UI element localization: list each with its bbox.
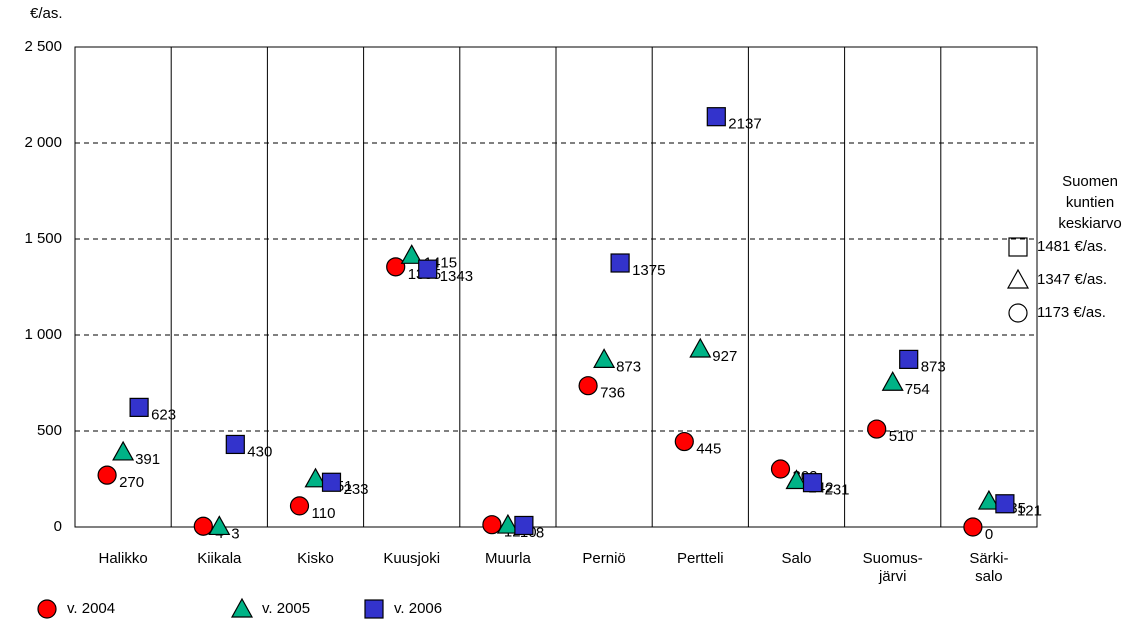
reference-title: kuntien: [1066, 194, 1114, 211]
data-point: [112, 440, 135, 461]
legend-marker: [364, 599, 384, 619]
x-tick-label: Kuusjoki: [383, 550, 440, 567]
data-label: 8: [536, 524, 544, 541]
y-tick-label: 0: [54, 518, 62, 535]
data-label: 430: [247, 443, 272, 460]
data-point: [386, 257, 406, 277]
data-point: [400, 244, 423, 264]
data-label: 510: [889, 428, 914, 445]
y-tick-label: 1 500: [24, 230, 62, 247]
data-label: 233: [344, 481, 369, 498]
y-tick-label: 2 000: [24, 134, 62, 151]
x-tick-label: Kiikala: [197, 550, 242, 567]
x-tick-label: Perniö: [582, 550, 625, 567]
data-point: [867, 419, 887, 439]
reference-item: 1481 €/as.: [1037, 238, 1107, 255]
data-point: [225, 434, 245, 455]
data-label: 2137: [728, 116, 761, 133]
legend-label: v. 2004: [67, 600, 115, 617]
data-label: 110: [312, 505, 336, 522]
data-point: [881, 370, 904, 391]
legend-marker: [230, 597, 254, 618]
data-point: [321, 472, 342, 492]
data-point: [304, 467, 327, 488]
data-label: 3: [231, 525, 239, 542]
data-point: [977, 489, 1000, 510]
data-label: 754: [905, 381, 930, 398]
data-label: 121: [1017, 503, 1042, 520]
data-point: [593, 348, 616, 368]
data-point: [193, 516, 213, 536]
data-label: 231: [825, 482, 850, 499]
y-tick-label: 500: [37, 422, 62, 439]
x-tick-label: Suomus-järvi: [863, 550, 923, 585]
y-tick-label: 1 000: [24, 326, 62, 343]
data-label: 270: [119, 474, 144, 491]
legend-marker: [37, 599, 57, 619]
x-tick-label: Särki-salo: [969, 550, 1008, 585]
data-point: [963, 517, 983, 537]
data-label: 0: [985, 526, 993, 543]
data-point: [418, 259, 438, 279]
data-point: [674, 431, 694, 452]
data-point: [770, 459, 791, 479]
data-label: 736: [600, 385, 625, 402]
data-point: [578, 376, 598, 396]
data-label: 927: [712, 348, 737, 365]
y-tick-label: 2 500: [24, 38, 62, 55]
data-point: [802, 473, 823, 493]
data-label: 623: [151, 406, 176, 423]
reference-marker: [1008, 237, 1028, 257]
data-point: [129, 397, 149, 417]
data-label: 873: [921, 358, 946, 375]
data-point: [208, 515, 231, 536]
legend-label: v. 2006: [394, 600, 442, 617]
reference-title: Suomen: [1062, 173, 1118, 190]
y-axis-label: €/as.: [30, 5, 63, 22]
reference-item: 1347 €/as.: [1037, 271, 1107, 288]
data-label: 1375: [632, 262, 665, 279]
data-label: 391: [135, 451, 160, 468]
reference-title: keskiarvo: [1058, 215, 1121, 232]
data-label: 1343: [440, 268, 473, 285]
data-point: [995, 494, 1015, 514]
reference-item: 1173 €/as.: [1037, 304, 1106, 321]
data-point: [785, 469, 808, 490]
data-point: [689, 337, 712, 358]
legend-label: v. 2005: [262, 600, 310, 617]
data-point: [289, 496, 310, 516]
reference-marker: [1008, 303, 1028, 323]
x-tick-label: Pertteli: [677, 550, 724, 567]
data-point: [514, 515, 534, 536]
data-point: [899, 349, 919, 369]
data-point: [97, 465, 117, 485]
x-tick-label: Muurla: [485, 550, 532, 567]
data-point: [706, 107, 726, 127]
data-label: 873: [616, 358, 641, 375]
x-tick-label: Kisko: [297, 550, 334, 567]
x-tick-label: Salo: [781, 550, 811, 567]
data-point: [610, 253, 630, 273]
data-point: [496, 513, 519, 534]
data-label: 445: [696, 441, 721, 458]
x-tick-label: Halikko: [99, 550, 148, 567]
data-point: [482, 515, 502, 535]
reference-marker: [1006, 268, 1030, 289]
